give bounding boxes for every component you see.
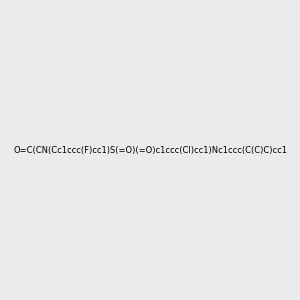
Text: O=C(CN(Cc1ccc(F)cc1)S(=O)(=O)c1ccc(Cl)cc1)Nc1ccc(C(C)C)cc1: O=C(CN(Cc1ccc(F)cc1)S(=O)(=O)c1ccc(Cl)cc…: [13, 146, 287, 154]
